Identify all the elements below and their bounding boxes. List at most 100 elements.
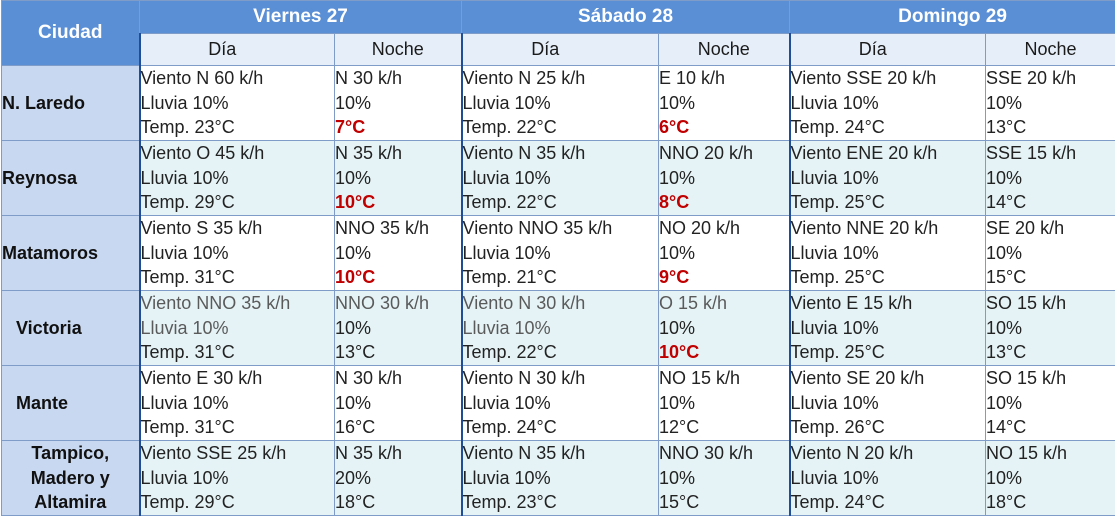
- temp-text: Temp. 21°C: [462, 267, 557, 287]
- rain-text: Lluvia 10%: [790, 167, 879, 188]
- temp-text: 18°C: [335, 492, 376, 512]
- forecast-cell: Viento ENE 20 k/h Lluvia 10% Temp. 25°C: [788, 140, 987, 216]
- wind-text: Viento N 30 k/h: [462, 368, 586, 388]
- wind-text: Viento E 30 k/h: [140, 368, 263, 388]
- day-header-sunday: Domingo 29: [789, 0, 1115, 34]
- rain-text: Lluvia 10%: [140, 467, 229, 488]
- wind-text: Viento ENE 20 k/h: [790, 143, 938, 163]
- temp-text: Temp. 25°C: [790, 342, 885, 362]
- wind-text: N 30 k/h: [335, 68, 403, 88]
- temp-text: Temp. 23°C: [462, 492, 557, 512]
- city-name-line: Altamira: [34, 492, 107, 513]
- wind-text: Viento N 30 k/h: [462, 293, 586, 313]
- temp-text: Temp. 24°C: [790, 492, 885, 512]
- forecast-cell: O 15 k/h 10% 10°C: [658, 290, 791, 366]
- wind-text: Viento N 35 k/h: [462, 443, 586, 463]
- rain-text: 10%: [986, 392, 1023, 413]
- day-header-friday: Viernes 27: [138, 0, 463, 34]
- forecast-cell: Viento SSE 20 k/h Lluvia 10% Temp. 24°C: [788, 65, 987, 141]
- wind-text: Viento SSE 20 k/h: [790, 68, 937, 88]
- rain-text: 10%: [659, 92, 696, 113]
- forecast-cell: Viento N 35 k/h Lluvia 10% Temp. 22°C: [460, 140, 660, 216]
- forecast-cell: Viento O 45 k/h Lluvia 10% Temp. 29°C: [138, 140, 335, 216]
- subheader-day: Día: [788, 32, 987, 66]
- rain-text: 10%: [659, 467, 696, 488]
- rain-text: 20%: [335, 467, 372, 488]
- forecast-cell: Viento N 60 k/h Lluvia 10% Temp. 23°C: [138, 65, 335, 141]
- rain-text: Lluvia 10%: [462, 167, 551, 188]
- forecast-cell: SSE 20 k/h 10% 13°C: [985, 65, 1115, 141]
- temp-text: Temp. 25°C: [790, 192, 885, 212]
- forecast-cell: Viento N 25 k/h Lluvia 10% Temp. 22°C: [460, 65, 660, 141]
- temp-text: 10°C: [335, 192, 376, 212]
- city-name-line: Tampico,: [31, 443, 110, 464]
- wind-text: NNO 30 k/h: [335, 293, 430, 313]
- wind-text: Viento O 45 k/h: [140, 143, 265, 163]
- temp-text: 8°C: [659, 192, 690, 212]
- forecast-cell: Viento E 15 k/h Lluvia 10% Temp. 25°C: [788, 290, 987, 366]
- temp-text: 9°C: [659, 267, 690, 287]
- temp-text: Temp. 22°C: [462, 192, 557, 212]
- wind-text: NO 20 k/h: [659, 218, 741, 238]
- temp-text: 13°C: [986, 117, 1027, 137]
- forecast-cell: SO 15 k/h 10% 14°C: [985, 365, 1115, 441]
- forecast-cell: NNO 30 k/h 10% 15°C: [658, 440, 791, 516]
- forecast-cell: N 30 k/h 10% 7°C: [333, 65, 463, 141]
- rain-text: 10%: [659, 317, 696, 338]
- rain-text: 10%: [986, 317, 1023, 338]
- forecast-cell: NO 15 k/h 10% 12°C: [658, 365, 791, 441]
- rain-text: Lluvia 10%: [790, 317, 879, 338]
- forecast-cell: Viento N 35 k/h Lluvia 10% Temp. 23°C: [460, 440, 660, 516]
- forecast-cell: N 30 k/h 10% 16°C: [333, 365, 463, 441]
- city-name: N. Laredo: [1, 65, 140, 141]
- subheader-day: Día: [138, 32, 335, 66]
- forecast-cell: Viento N 30 k/h Lluvia 10% Temp. 24°C: [460, 365, 660, 441]
- subheader-night: Noche: [985, 32, 1115, 66]
- forecast-cell: Viento N 20 k/h Lluvia 10% Temp. 24°C: [788, 440, 987, 516]
- temp-text: Temp. 29°C: [140, 192, 235, 212]
- temp-text: 10°C: [659, 342, 700, 362]
- temp-text: Temp. 25°C: [790, 267, 885, 287]
- rain-text: 10%: [986, 167, 1023, 188]
- forecast-cell: Viento SE 20 k/h Lluvia 10% Temp. 26°C: [788, 365, 987, 441]
- temp-text: 12°C: [659, 417, 700, 437]
- city-name: Mante: [1, 365, 140, 441]
- day-header-saturday: Sábado 28: [461, 0, 791, 34]
- table-row: Reynosa Viento O 45 k/h Lluvia 10% Temp. 2…: [1, 140, 1115, 216]
- wind-text: Viento NNE 20 k/h: [790, 218, 939, 238]
- rain-text: 10%: [986, 242, 1023, 263]
- subheader-night: Noche: [333, 32, 463, 66]
- forecast-cell: SSE 15 k/h 10% 14°C: [985, 140, 1115, 216]
- forecast-cell: SO 15 k/h 10% 13°C: [985, 290, 1115, 366]
- wind-text: NO 15 k/h: [986, 443, 1068, 463]
- wind-text: N 30 k/h: [335, 368, 403, 388]
- forecast-cell: NNO 35 k/h 10% 10°C: [333, 215, 463, 291]
- rain-text: Lluvia 10%: [790, 242, 879, 263]
- forecast-cell: Viento NNO 35 k/h Lluvia 10% Temp. 21°C: [460, 215, 660, 291]
- temp-text: 13°C: [986, 342, 1027, 362]
- temp-text: 14°C: [986, 417, 1027, 437]
- rain-text: Lluvia 10%: [140, 167, 229, 188]
- table-row: Tampico, Madero y Altamira Viento SSE 25 k…: [1, 440, 1115, 516]
- rain-text: Lluvia 10%: [790, 92, 879, 113]
- forecast-cell: NO 15 k/h 10% 18°C: [985, 440, 1115, 516]
- rain-text: Lluvia 10%: [140, 242, 229, 263]
- temp-text: 15°C: [986, 267, 1027, 287]
- rain-text: 10%: [659, 167, 696, 188]
- city-name: Reynosa: [1, 140, 140, 216]
- wind-text: N 35 k/h: [335, 143, 403, 163]
- temp-text: 14°C: [986, 192, 1027, 212]
- temp-text: 16°C: [335, 417, 376, 437]
- temp-text: Temp. 26°C: [790, 417, 885, 437]
- table-row: Victoria Viento NNO 35 k/h Lluvia 10% Temp…: [1, 290, 1115, 366]
- rain-text: 10%: [986, 92, 1023, 113]
- rain-text: 10%: [335, 92, 372, 113]
- temp-text: 10°C: [335, 267, 376, 287]
- temp-text: 6°C: [659, 117, 690, 137]
- rain-text: Lluvia 10%: [140, 317, 229, 338]
- city-column-header: Ciudad: [1, 0, 140, 66]
- rain-text: Lluvia 10%: [790, 392, 879, 413]
- temp-text: Temp. 24°C: [462, 417, 557, 437]
- wind-text: N 35 k/h: [335, 443, 403, 463]
- wind-text: Viento N 25 k/h: [462, 68, 586, 88]
